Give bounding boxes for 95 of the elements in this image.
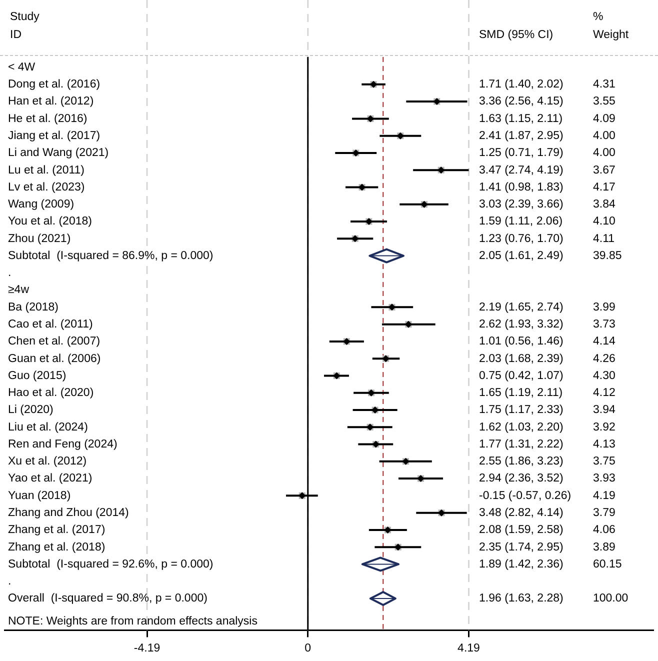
annotation: 2.55 (1.86, 3.23) — [479, 456, 564, 468]
y-tick-label: Li and Wang (2021) — [8, 147, 109, 160]
x-tick-label: -4.19 — [134, 642, 160, 654]
annotation: 1.65 (1.19, 2.11) — [479, 387, 563, 400]
annotation: -0.15 (-0.57, 0.26) — [479, 490, 572, 502]
annotation: 1.41 (0.98, 1.83) — [479, 181, 564, 194]
annotation: 1.75 (1.17, 2.33) — [479, 404, 564, 416]
annotation: 4.31 — [593, 78, 616, 91]
text: SMD (95% CI) — [479, 29, 554, 42]
annotation: 3.79 — [593, 506, 616, 519]
annotation: 2.03 (1.68, 2.39) — [479, 352, 564, 365]
annotation: 3.92 — [593, 421, 616, 434]
y-tick-label: Han et al. (2012) — [8, 96, 94, 108]
y-tick-label: Guo (2015) — [8, 370, 66, 382]
y-tick-label: Zhou (2021) — [8, 232, 71, 245]
annotation: 4.00 — [593, 147, 616, 160]
annotation: 3.73 — [593, 318, 616, 330]
y-tick-label: Chen et al. (2007) — [8, 336, 100, 348]
annotation: 1.59 (1.11, 2.06) — [479, 216, 563, 228]
annotation: 3.94 — [593, 404, 616, 416]
annotation: 100.00 — [593, 592, 628, 605]
annotation: 3.47 (2.74, 4.19) — [479, 164, 564, 176]
y-tick-label: Subtotal (I-squared = 86.9%, p = 0.000) — [8, 250, 214, 262]
annotation: 4.00 — [593, 130, 616, 142]
x-tick-label: 0 — [304, 642, 312, 654]
y-tick-label: Yao et al. (2021) — [8, 472, 92, 485]
text: % Weight — [593, 11, 630, 42]
y-tick-label: Zhang et al. (2018) — [8, 541, 106, 554]
y-axis-title: Study ID — [10, 11, 40, 42]
annotation: 2.08 (1.59, 2.58) — [479, 524, 564, 536]
annotation: 0.75 (0.42, 1.07) — [479, 370, 564, 382]
y-tick-label: He et al. (2016) — [8, 112, 88, 125]
annotation: 1.25 (0.71, 1.79) — [479, 147, 564, 160]
y-tick-label: ≥4w — [8, 284, 30, 296]
annotation: 4.06 — [593, 524, 616, 536]
annotation: 1.96 (1.63, 2.28) — [479, 592, 564, 605]
annotation: 4.12 — [593, 387, 616, 400]
y-tick-label: Zhang and Zhou (2014) — [8, 506, 130, 519]
annotation: 1.01 (0.56, 1.46) — [479, 336, 564, 348]
annotation: 4.09 — [593, 112, 616, 125]
annotation: 3.75 — [593, 456, 616, 468]
annotation: 2.05 (1.61, 2.49) — [479, 250, 564, 262]
annotation: 3.67 — [593, 164, 616, 176]
y-tick-label: < 4W — [8, 61, 36, 74]
annotation: 2.35 (1.74, 2.95) — [479, 541, 564, 554]
y-tick-label: Dong et al. (2016) — [8, 78, 100, 91]
annotation: 4.11 — [593, 232, 615, 245]
annotation: 4.30 — [593, 370, 616, 382]
annotation: 2.62 (1.93, 3.32) — [479, 318, 564, 330]
x-tick-label: 4.19 — [458, 642, 480, 654]
y-tick-label: Liu et al. (2024) — [8, 421, 88, 434]
annotation: NOTE: Weights are from random effects analysis — [8, 615, 258, 628]
y-tick-label: Overall (I-squared = 90.8%, p = 0.000) — [8, 592, 208, 605]
annotation: 2.41 (1.87, 2.95) — [479, 130, 564, 142]
y-tick-label: Zhang et al. (2017) — [8, 524, 106, 536]
y-tick-label: Hao et al. (2020) — [8, 387, 94, 400]
annotation: 3.93 — [593, 472, 616, 485]
y-tick-label: Xu et al. (2012) — [8, 456, 87, 468]
y-tick-label: Lv et al. (2023) — [8, 181, 85, 194]
annotation: 4.19 — [593, 490, 616, 502]
annotation: 3.03 (2.39, 3.66) — [479, 198, 564, 211]
annotation: 2.94 (2.36, 3.52) — [479, 472, 564, 485]
y-tick-label: You et al. (2018) — [8, 216, 92, 228]
annotation: 4.13 — [593, 438, 616, 450]
annotation: 3.89 — [593, 541, 616, 554]
y-tick-label: Guan et al. (2006) — [8, 352, 101, 365]
y-tick-label: Ren and Feng (2024) — [8, 438, 118, 450]
annotation: 1.62 (1.03, 2.20) — [479, 421, 564, 434]
y-tick-label: Subtotal (I-squared = 92.6%, p = 0.000) — [8, 558, 214, 570]
annotation: 4.26 — [593, 352, 616, 365]
y-tick-label: Lu et al. (2011) — [8, 164, 85, 176]
annotation: 3.84 — [593, 198, 616, 211]
annotation: 3.55 — [593, 96, 616, 108]
annotation: 4.17 — [593, 181, 616, 194]
annotation: 3.99 — [593, 301, 616, 314]
y-tick-label: . — [8, 267, 12, 280]
annotation: 1.89 (1.42, 2.36) — [479, 558, 564, 570]
annotation: 1.63 (1.15, 2.11) — [479, 112, 563, 125]
annotation: 1.71 (1.40, 2.02) — [479, 78, 564, 91]
y-tick-label: Wang (2009) — [8, 198, 74, 211]
annotation: 1.77 (1.31, 2.22) — [479, 438, 564, 450]
annotation: 1.23 (0.76, 1.70) — [479, 232, 564, 245]
annotation: 60.15 — [593, 558, 622, 570]
y-tick-label: Jiang et al. (2017) — [8, 130, 100, 142]
y-tick-label: Cao et al. (2011) — [8, 318, 93, 330]
annotation: 4.10 — [593, 216, 616, 228]
annotation: 3.48 (2.82, 4.14) — [479, 506, 564, 519]
annotation: 2.19 (1.65, 2.74) — [479, 301, 564, 314]
annotation: 39.85 — [593, 250, 622, 262]
y-tick-label: Li (2020) — [8, 404, 54, 416]
annotation: 3.36 (2.56, 4.15) — [479, 96, 564, 108]
annotation: 4.14 — [593, 336, 616, 348]
y-tick-label: Yuan (2018) — [8, 490, 71, 502]
y-tick-label: Ba (2018) — [8, 301, 59, 314]
y-tick-label: . — [8, 576, 12, 588]
